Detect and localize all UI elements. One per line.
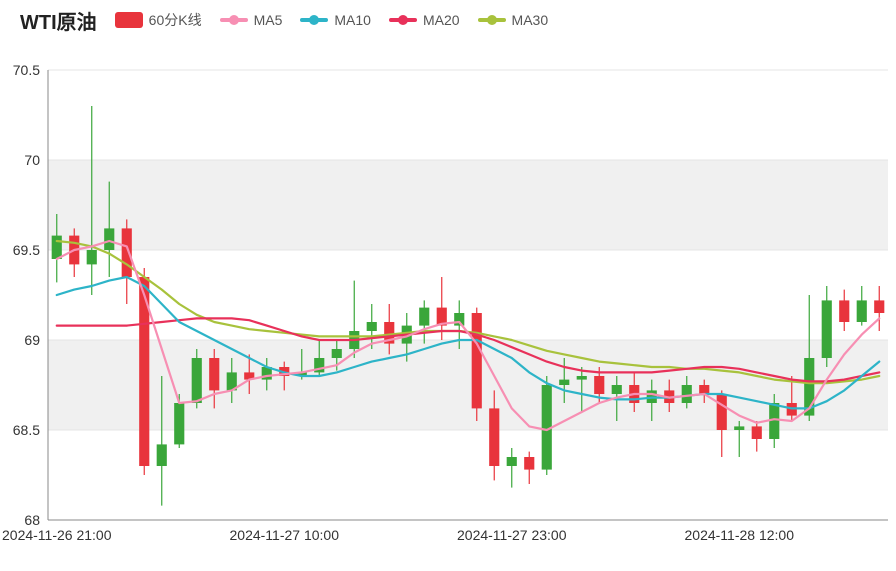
svg-text:70.5: 70.5 (13, 62, 40, 78)
legend-item[interactable]: MA10 (300, 12, 371, 28)
legend: 60分K线 MA5 MA10 MA20 MA30 (115, 10, 548, 30)
svg-text:69.5: 69.5 (13, 242, 40, 258)
svg-text:2024-11-27 23:00: 2024-11-27 23:00 (457, 527, 567, 543)
legend-item[interactable]: MA20 (389, 12, 460, 28)
svg-text:70: 70 (24, 152, 40, 168)
candlestick-chart[interactable]: 68 68.5 69 69.5 70 70.5 2024-11-26 21:00 2024-1… (0, 55, 896, 555)
legend-swatch (478, 18, 506, 22)
chart-container: WTI原油 60分K线 MA5 MA10 MA20 MA30 68 68.5 69 69.5 7… (0, 0, 896, 571)
chart-plot-area[interactable]: 68 68.5 69 69.5 70 70.5 2024-11-26 21:00 2024-1… (0, 55, 896, 555)
legend-item[interactable]: 60分K线 (115, 10, 202, 30)
legend-swatch (115, 12, 143, 28)
legend-item[interactable]: MA30 (478, 12, 549, 28)
legend-item[interactable]: MA5 (220, 12, 283, 28)
legend-label: 60分K线 (149, 10, 202, 30)
svg-text:2024-11-27 10:00: 2024-11-27 10:00 (230, 527, 340, 543)
legend-label: MA10 (334, 12, 371, 28)
svg-text:68.5: 68.5 (13, 422, 40, 438)
chart-header: WTI原油 60分K线 MA5 MA10 MA20 MA30 (0, 0, 896, 40)
svg-text:69: 69 (24, 332, 40, 348)
legend-label: MA5 (254, 12, 283, 28)
chart-title: WTI原油 (20, 6, 97, 35)
legend-swatch (300, 18, 328, 22)
svg-text:68: 68 (24, 512, 40, 528)
legend-swatch (220, 18, 248, 22)
legend-swatch (389, 18, 417, 22)
svg-text:2024-11-28 12:00: 2024-11-28 12:00 (685, 527, 795, 543)
svg-text:2024-11-26 21:00: 2024-11-26 21:00 (2, 527, 112, 543)
legend-label: MA20 (423, 12, 460, 28)
legend-label: MA30 (512, 12, 549, 28)
